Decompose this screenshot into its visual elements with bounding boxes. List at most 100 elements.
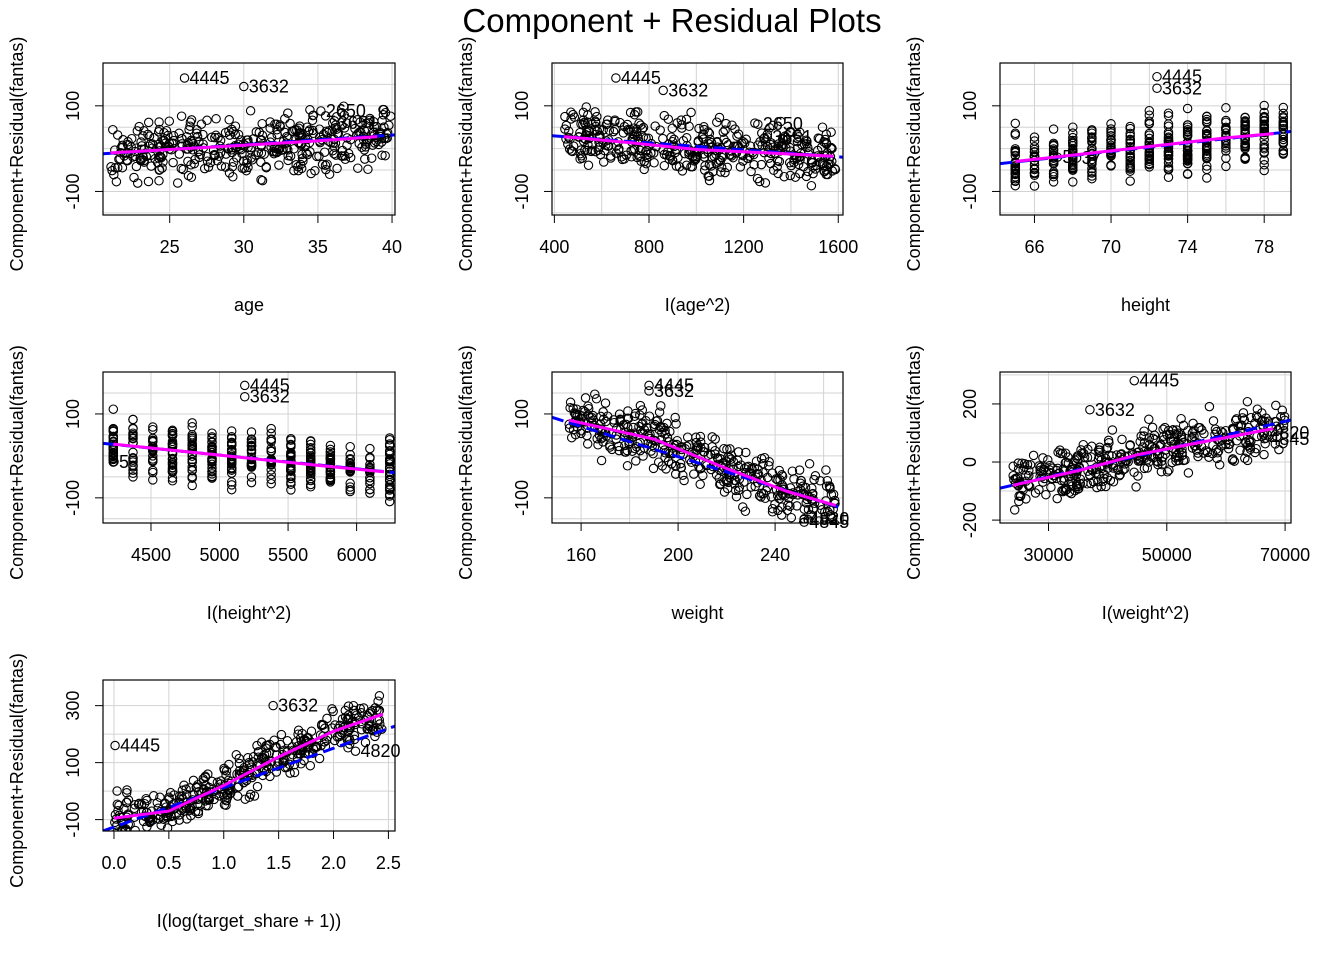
data-point [820, 507, 830, 517]
data-point [179, 780, 189, 791]
data-point [671, 419, 681, 429]
data-point [230, 129, 241, 140]
data-point [560, 111, 570, 122]
data-point [1106, 124, 1116, 134]
data-point [266, 446, 276, 457]
data-point [756, 159, 767, 170]
data-point [1125, 134, 1135, 145]
data-point [1278, 119, 1289, 130]
x-tick-label: 66 [1024, 237, 1044, 257]
data-point [130, 800, 140, 810]
data-point [366, 153, 377, 163]
data-point [566, 146, 577, 156]
data-point [756, 492, 766, 502]
data-point [675, 458, 686, 469]
data-point [261, 748, 272, 759]
data-point [381, 133, 391, 144]
data-point [143, 129, 153, 140]
data-point [184, 125, 194, 135]
x-axis-label: height [1121, 295, 1170, 315]
data-point [590, 389, 600, 399]
data-point [121, 788, 132, 798]
data-point [128, 424, 138, 434]
data-point [825, 505, 835, 515]
x-tick-label: 1600 [818, 237, 858, 257]
x-tick-label: 5500 [268, 545, 308, 565]
data-point [329, 116, 340, 126]
x-tick-label: 35 [308, 237, 328, 257]
data-point [1093, 476, 1103, 487]
data-point [785, 142, 795, 153]
data-point [154, 165, 165, 175]
data-point [653, 457, 664, 467]
data-point [352, 115, 363, 125]
data-point [240, 794, 250, 804]
outlier-label: 3632 [1162, 78, 1202, 98]
data-point [1182, 103, 1193, 114]
smooth-line [1015, 132, 1274, 163]
data-point [817, 122, 828, 132]
data-point [760, 137, 771, 147]
data-point [1112, 464, 1123, 475]
data-point [168, 157, 178, 168]
data-point [1108, 463, 1119, 473]
data-point [1278, 112, 1289, 122]
data-point [1163, 158, 1174, 168]
outlier-point [109, 457, 119, 467]
data-point [1144, 151, 1155, 162]
x-tick-label: 2.0 [321, 853, 346, 873]
data-point [802, 136, 812, 147]
data-point [739, 138, 750, 149]
data-point [165, 787, 176, 798]
data-point [660, 429, 671, 439]
data-point [211, 114, 221, 124]
outlier-point [239, 81, 249, 92]
data-point [149, 132, 159, 143]
data-point [245, 106, 256, 116]
data-point [283, 108, 293, 118]
data-point [198, 129, 208, 140]
data-point [623, 126, 634, 136]
data-point [114, 839, 122, 847]
data-point [156, 820, 166, 830]
data-point [331, 150, 341, 160]
data-point [698, 134, 709, 144]
data-point [1082, 479, 1092, 489]
x-axis-label: I(log(target_share + 1)) [157, 911, 342, 932]
data-point [1271, 400, 1281, 411]
y-tick-label: 100 [63, 748, 83, 778]
data-point [633, 150, 644, 161]
data-point [1182, 149, 1193, 159]
data-point [384, 441, 395, 451]
data-point [172, 178, 183, 188]
data-point [693, 443, 703, 453]
data-point [794, 132, 804, 142]
data-point [292, 125, 302, 135]
y-axis-label: Component+Residual(fantas) [904, 345, 924, 580]
outlier-point [179, 73, 190, 83]
data-point [384, 435, 395, 445]
data-point [1182, 125, 1193, 135]
data-point [1201, 446, 1211, 456]
data-point [587, 119, 597, 130]
data-point [246, 427, 257, 437]
data-point [1010, 176, 1021, 187]
data-point [302, 122, 312, 132]
data-point [147, 139, 158, 149]
data-point [353, 163, 363, 173]
x-tick-label: 30 [234, 237, 254, 257]
data-point [164, 116, 175, 126]
data-point [722, 162, 733, 173]
data-point [1163, 164, 1174, 175]
data-point [1139, 463, 1150, 474]
data-point [724, 452, 735, 463]
data-point [1010, 146, 1021, 157]
data-point [596, 411, 606, 422]
data-point [1066, 488, 1077, 499]
plot-frame [551, 62, 844, 216]
outlier-point [611, 73, 621, 83]
data-point [286, 451, 296, 462]
data-point [608, 126, 619, 137]
y-tick-label: 100 [63, 399, 83, 429]
data-point [681, 114, 692, 125]
